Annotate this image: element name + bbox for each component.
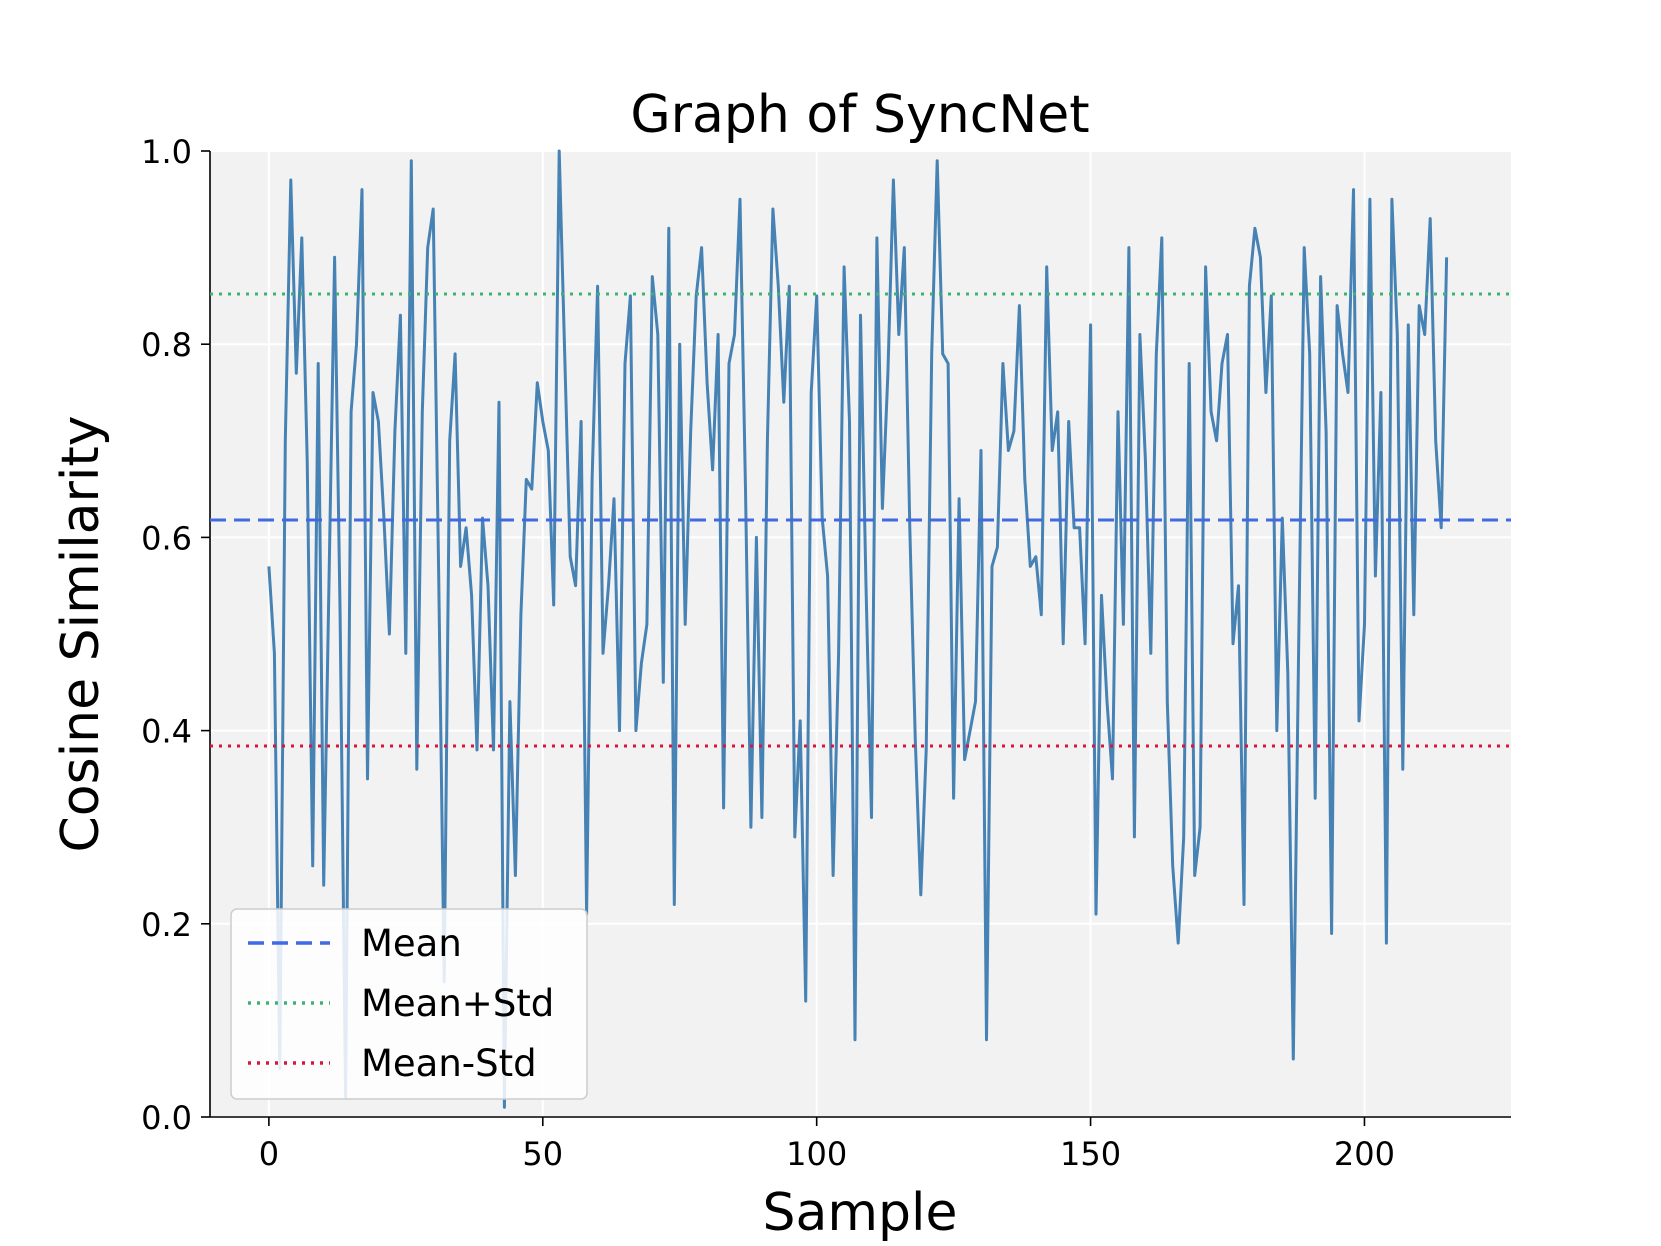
axes — [201, 150, 1511, 1126]
legend-label: Mean+Std — [361, 982, 554, 1025]
y-tick-label: 0.6 — [141, 519, 192, 557]
data-series-line — [267, 149, 1449, 1109]
y-tick-label: 0.8 — [141, 326, 192, 364]
chart-title: Graph of SyncNet — [630, 85, 1089, 145]
legend: Mean Mean+Std Mean-Std — [230, 908, 588, 1100]
x-tick-label: 150 — [1060, 1135, 1121, 1173]
y-tick-label: 0.2 — [141, 906, 192, 944]
x-tick-label: 0 — [259, 1135, 279, 1173]
x-axis-label: Sample — [763, 1183, 958, 1243]
legend-label: Mean — [361, 922, 462, 965]
y-tick-label: 0.0 — [141, 1099, 192, 1137]
legend-box — [230, 908, 588, 1100]
y-axis-label: Cosine Similarity — [51, 416, 111, 853]
x-tick-label: 50 — [522, 1135, 563, 1173]
y-tick-label: 1.0 — [141, 133, 192, 171]
x-tick-label: 200 — [1334, 1135, 1395, 1173]
tick-labels: 0 50 100 150 200 0.0 0.2 0.4 0.6 0.8 1.0 — [141, 133, 1395, 1173]
series-layer — [210, 149, 1511, 1109]
x-tick-label: 100 — [786, 1135, 847, 1173]
legend-label: Mean-Std — [361, 1042, 537, 1085]
y-tick-label: 0.4 — [141, 713, 192, 751]
